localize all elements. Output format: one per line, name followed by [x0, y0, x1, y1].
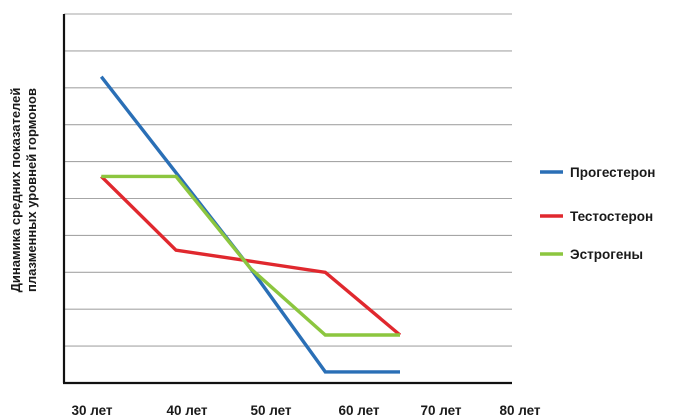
series-line-3: [101, 174, 400, 337]
legend-label-2: Тестостерон: [570, 209, 653, 224]
series-line-1: [99, 75, 400, 374]
axes: [62, 14, 512, 385]
x-tick-label: 30 лет: [71, 403, 112, 418]
x-tick-label: 40 лет: [166, 403, 207, 418]
series-lines: [99, 75, 402, 374]
y-axis-title-line-1: Динамика средних показателей: [8, 88, 23, 293]
x-axis-tick-labels: 30 лет 40 лет 50 лет 60 лет 70 лет 80 лет: [71, 403, 540, 418]
x-tick-label: 70 лет: [420, 403, 461, 418]
x-tick-label: 50 лет: [250, 403, 291, 418]
legend-label-3: Эстрогены: [570, 247, 643, 262]
legend: Прогестерон Тестостерон Эстрогены: [540, 165, 655, 262]
x-tick-label: 80 лет: [499, 403, 540, 418]
legend-label-1: Прогестерон: [570, 165, 655, 180]
gridlines: [64, 13, 512, 347]
y-axis-title: Динамика средних показателей плазменных …: [8, 88, 39, 293]
x-tick-label: 60 лет: [338, 403, 379, 418]
series-line-2: [100, 175, 402, 337]
y-axis-title-line-2: плазменных уровней гормонов: [24, 88, 39, 292]
